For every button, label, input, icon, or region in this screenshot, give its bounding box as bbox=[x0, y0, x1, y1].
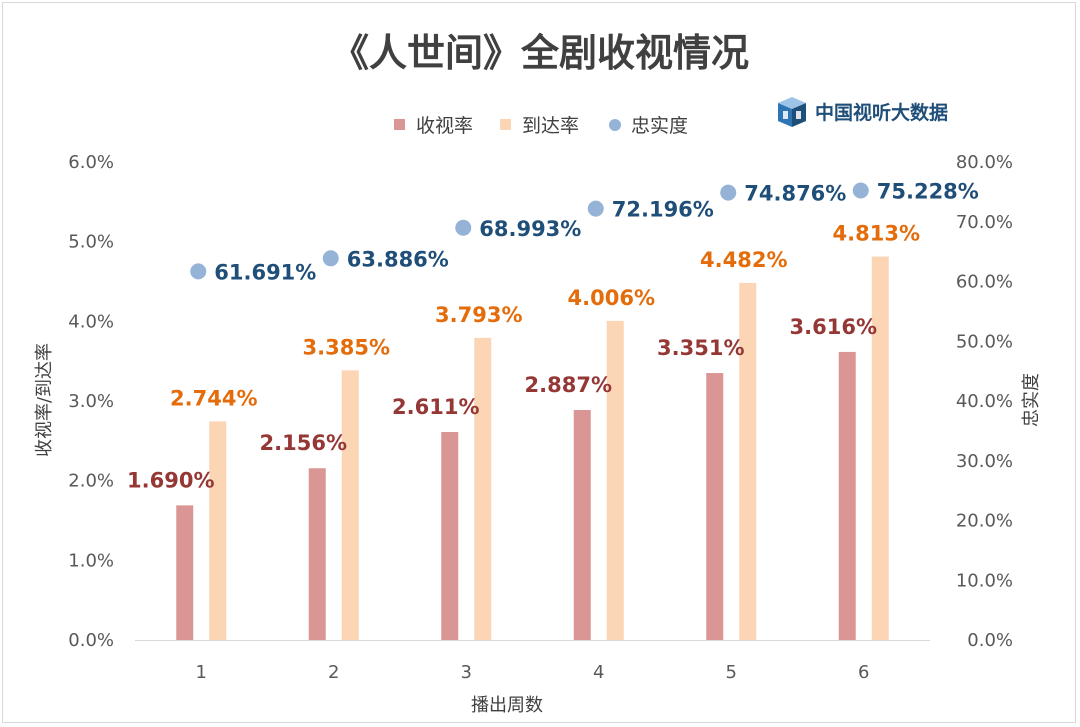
loyalty-point bbox=[190, 263, 207, 280]
y2-tick-label: 70.0% bbox=[956, 212, 1013, 233]
brand-logo: 中国视听大数据 bbox=[778, 97, 948, 127]
reach-bar bbox=[739, 282, 757, 640]
rating-data-label: 3.351% bbox=[657, 336, 744, 360]
legend-label: 收视率 bbox=[416, 115, 473, 137]
y2-tick-label: 80.0% bbox=[956, 152, 1013, 173]
loyalty-point bbox=[322, 250, 339, 267]
legend-marker bbox=[609, 119, 621, 131]
chart-title: 《人世间》全剧收视情况 bbox=[331, 31, 749, 75]
reach-bar bbox=[341, 370, 359, 640]
rating-data-label: 2.611% bbox=[392, 395, 479, 419]
loyalty-point bbox=[587, 200, 604, 217]
y2-tick-label: 0.0% bbox=[967, 630, 1013, 651]
loyalty-data-label: 61.691% bbox=[214, 260, 316, 284]
rating-bar bbox=[308, 468, 326, 640]
reach-data-label: 3.385% bbox=[303, 335, 390, 359]
loyalty-data-label: 63.886% bbox=[347, 247, 449, 271]
brand-name: 中国视听大数据 bbox=[815, 101, 948, 124]
x-tick-label: 6 bbox=[858, 662, 869, 683]
y2-tick-label: 50.0% bbox=[956, 331, 1013, 352]
loyalty-point bbox=[852, 182, 869, 199]
y2-axis-title: 忠实度 bbox=[1021, 373, 1042, 427]
y-tick-label: 3.0% bbox=[68, 391, 114, 412]
y-axis-title: 收视率/到达率 bbox=[34, 343, 55, 457]
axes: 0.0% 1.0% 2.0% 3.0% 4.0% 5.0% 6.0% 0.0% 10.0% 20.… bbox=[68, 152, 1013, 683]
rating-data-label: 3.616% bbox=[790, 315, 877, 339]
loyalty-point bbox=[455, 219, 472, 236]
rating-bar bbox=[706, 373, 724, 640]
loyalty-data-label: 68.993% bbox=[479, 217, 581, 241]
loyalty-data-label: 75.228% bbox=[877, 180, 979, 204]
y2-tick-label: 10.0% bbox=[956, 570, 1013, 591]
loyalty-data-label: 74.876% bbox=[744, 182, 846, 206]
y-tick-label: 2.0% bbox=[68, 471, 114, 492]
reach-bar bbox=[474, 337, 492, 640]
rating-bar bbox=[838, 351, 856, 640]
rating-data-label: 1.690% bbox=[127, 468, 214, 492]
legend-label: 忠实度 bbox=[631, 115, 688, 137]
y-tick-label: 5.0% bbox=[68, 232, 114, 253]
y2-tick-label: 20.0% bbox=[956, 511, 1013, 532]
legend-swatch bbox=[394, 119, 405, 130]
x-tick-label: 3 bbox=[461, 662, 472, 683]
x-tick-label: 4 bbox=[593, 662, 604, 683]
y2-tick-label: 60.0% bbox=[956, 272, 1013, 293]
rating-bar bbox=[573, 410, 591, 640]
y-tick-label: 6.0% bbox=[68, 152, 114, 173]
rating-data-label: 2.156% bbox=[260, 431, 347, 455]
legend-label: 到达率 bbox=[522, 115, 579, 137]
legend-swatch bbox=[500, 119, 511, 130]
y-tick-label: 0.0% bbox=[68, 630, 114, 651]
rating-bar bbox=[176, 505, 194, 640]
x-axis-title: 播出周数 bbox=[471, 695, 543, 716]
loyalty-point bbox=[720, 184, 737, 201]
reach-data-label: 3.793% bbox=[435, 303, 522, 327]
reach-bar bbox=[209, 421, 227, 640]
legend: 收视率 到达率 忠实度 bbox=[394, 115, 688, 137]
reach-data-label: 4.813% bbox=[833, 222, 920, 246]
reach-data-label: 2.744% bbox=[170, 386, 257, 410]
x-tick-label: 2 bbox=[328, 662, 339, 683]
y2-tick-label: 30.0% bbox=[956, 451, 1013, 472]
y-tick-label: 4.0% bbox=[68, 311, 114, 332]
cube-logo-icon bbox=[778, 97, 806, 127]
reach-data-label: 4.006% bbox=[568, 286, 655, 310]
data-labels: 1.690% 2.744% 61.691% 2.156% 3.385% 63.886% 2.… bbox=[127, 180, 979, 493]
reach-data-label: 4.482% bbox=[700, 248, 787, 272]
rating-bar bbox=[441, 431, 459, 640]
y2-tick-label: 40.0% bbox=[956, 391, 1013, 412]
x-tick-label: 1 bbox=[196, 662, 207, 683]
x-tick-label: 5 bbox=[726, 662, 737, 683]
reach-bar bbox=[606, 320, 624, 640]
y-tick-label: 1.0% bbox=[68, 550, 114, 571]
chart-marks bbox=[176, 182, 889, 640]
rating-data-label: 2.887% bbox=[525, 373, 612, 397]
reach-bar bbox=[871, 256, 889, 640]
loyalty-data-label: 72.196% bbox=[612, 198, 714, 222]
